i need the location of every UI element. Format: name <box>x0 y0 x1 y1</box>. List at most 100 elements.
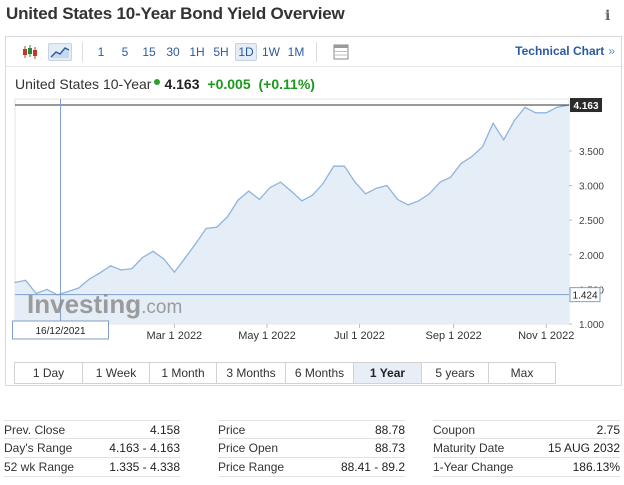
data-point <box>269 187 271 189</box>
stat-row: 52 wk Range 1.335 - 4.338 <box>4 458 180 477</box>
x-tick-label: May 1 2022 <box>238 330 295 342</box>
data-point <box>524 106 526 108</box>
y-tick-label: 2.000 <box>579 251 604 262</box>
data-point <box>184 257 186 259</box>
range-selector: 1 Day 1 Week 1 Month 3 Months 6 Months 1… <box>14 362 556 384</box>
crosshair-value-label: 1.424 <box>572 291 597 302</box>
data-point <box>386 184 388 187</box>
data-point <box>110 265 112 267</box>
range-5-years[interactable]: 5 years <box>422 363 489 383</box>
data-point <box>131 268 133 270</box>
data-point <box>78 287 80 289</box>
data-point <box>439 181 441 183</box>
stat-row: Price Open 88.73 <box>218 439 405 458</box>
data-point <box>343 165 345 167</box>
x-tick-label: Sep 1 2022 <box>426 330 482 342</box>
stat-value: 4.158 <box>149 423 180 437</box>
range-3-months[interactable]: 3 Months <box>217 363 286 383</box>
stat-label: Maturity Date <box>433 441 505 455</box>
y-tick-label: 3.000 <box>579 182 604 193</box>
data-point <box>365 193 367 195</box>
stat-row: Price Range 88.41 - 89.2 <box>218 458 405 477</box>
series-area <box>15 105 569 324</box>
data-point <box>248 190 250 192</box>
quote-line: United States 10-Year 4.163 +0.005 (+0.11… <box>15 76 315 92</box>
data-point <box>163 258 165 260</box>
stats-column-3: Coupon 2.75 Maturity Date 15 AUG 2032 1-Ye… <box>433 420 620 477</box>
y-tick-label: 3.500 <box>579 147 604 158</box>
timeframe-1h[interactable]: 1H <box>189 45 205 59</box>
data-point <box>311 194 314 196</box>
chart-widget: 1 5 15 30 1H 5H 1D 1W 1M Technical Chart… <box>5 36 622 386</box>
range-1-day[interactable]: 1 Day <box>15 363 83 383</box>
x-tick-label: Nov 1 2022 <box>518 330 574 342</box>
stat-row: Day's Range 4.163 - 4.163 <box>4 439 180 458</box>
data-point <box>152 250 154 252</box>
data-point <box>322 182 324 185</box>
data-point <box>226 216 229 218</box>
data-point <box>280 181 282 183</box>
stat-value: 1.335 - 4.338 <box>109 460 180 474</box>
data-point <box>333 165 335 167</box>
stat-value: 88.41 - 89.2 <box>340 460 405 474</box>
table-icon[interactable] <box>332 43 350 61</box>
stat-value: 186.13% <box>572 460 620 474</box>
stat-label: Prev. Close <box>4 423 66 437</box>
chevron-right-icon: » <box>608 44 615 58</box>
timeframe-1w[interactable]: 1W <box>262 45 280 59</box>
stat-value: 2.75 <box>596 423 620 437</box>
data-point <box>14 281 16 284</box>
instrument-name: United States 10-Year <box>15 76 152 92</box>
data-point <box>205 227 207 230</box>
technical-chart-link[interactable]: Technical Chart» <box>515 44 615 58</box>
price-change-percent: (+0.11%) <box>258 76 315 92</box>
range-1-month[interactable]: 1 Month <box>150 363 217 383</box>
data-point <box>354 181 356 183</box>
data-point <box>237 199 239 201</box>
data-point <box>535 112 537 114</box>
candlestick-icon[interactable] <box>20 43 40 61</box>
stat-row: Prev. Close 4.158 <box>4 420 180 439</box>
timeframe-5h[interactable]: 5H <box>213 45 229 59</box>
data-point <box>67 290 69 293</box>
data-point <box>216 226 218 228</box>
data-point <box>471 155 473 158</box>
stat-label: Coupon <box>433 423 476 437</box>
market-open-dot-icon <box>154 79 161 86</box>
stat-label: Day's Range <box>4 441 73 455</box>
technical-chart-label: Technical Chart <box>515 44 605 58</box>
data-point <box>141 256 144 259</box>
stat-label: Price Range <box>218 460 285 474</box>
data-point <box>418 200 420 202</box>
data-point <box>460 162 462 164</box>
crosshair-date-label: 16/12/2021 <box>36 326 86 337</box>
data-point <box>35 292 37 295</box>
info-icon[interactable]: i <box>605 8 611 24</box>
data-point <box>545 112 547 114</box>
stat-row: 1-Year Change 186.13% <box>433 458 620 477</box>
data-point <box>290 190 292 192</box>
data-point <box>556 106 558 108</box>
data-point <box>407 204 409 206</box>
timeframe-1[interactable]: 1 <box>97 45 105 59</box>
timeframe-5[interactable]: 5 <box>121 45 129 59</box>
range-1-year[interactable]: 1 Year <box>354 363 422 383</box>
y-tick-label: 2.500 <box>579 216 604 227</box>
chart-toolbar: 1 5 15 30 1H 5H 1D 1W 1M Technical Chart… <box>6 37 621 67</box>
range-1-week[interactable]: 1 Week <box>83 363 150 383</box>
crosshair-date-tag <box>12 320 110 340</box>
range-6-months[interactable]: 6 Months <box>286 363 354 383</box>
timeframe-30[interactable]: 30 <box>166 45 180 59</box>
area-chart-icon[interactable] <box>48 43 72 61</box>
stat-label: 52 wk Range <box>4 460 75 474</box>
timeframe-15[interactable]: 15 <box>142 45 156 59</box>
data-point <box>396 198 399 200</box>
timeframe-1d[interactable]: 1D <box>235 43 257 61</box>
last-price: 4.163 <box>164 76 200 92</box>
stat-value: 4.163 - 4.163 <box>109 441 180 455</box>
timeframe-1m[interactable]: 1M <box>287 45 305 59</box>
data-point <box>301 200 303 202</box>
stats-column-1: Prev. Close 4.158 Day's Range 4.163 - 4.16… <box>4 420 180 477</box>
range-max[interactable]: Max <box>510 366 534 380</box>
